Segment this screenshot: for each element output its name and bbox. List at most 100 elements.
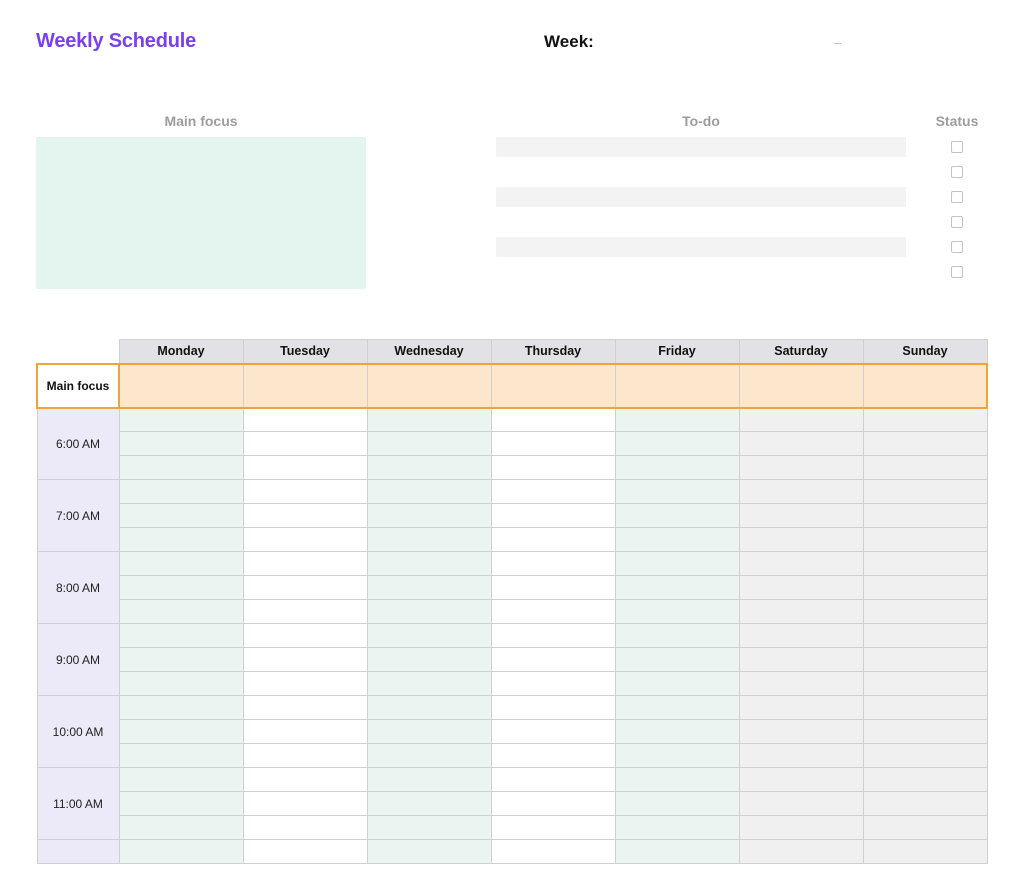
todo-row[interactable] bbox=[496, 237, 906, 257]
schedule-cell[interactable] bbox=[119, 648, 243, 672]
schedule-cell[interactable] bbox=[367, 720, 491, 744]
schedule-cell[interactable] bbox=[491, 672, 615, 696]
schedule-cell[interactable] bbox=[119, 816, 243, 840]
schedule-cell[interactable] bbox=[863, 672, 987, 696]
schedule-cell[interactable] bbox=[491, 432, 615, 456]
schedule-cell[interactable] bbox=[739, 480, 863, 504]
status-checkbox[interactable] bbox=[951, 191, 963, 203]
schedule-cell[interactable] bbox=[119, 624, 243, 648]
schedule-cell[interactable] bbox=[243, 792, 367, 816]
schedule-cell[interactable] bbox=[739, 576, 863, 600]
schedule-cell[interactable] bbox=[615, 624, 739, 648]
schedule-cell[interactable] bbox=[367, 816, 491, 840]
schedule-cell[interactable] bbox=[367, 648, 491, 672]
schedule-cell[interactable] bbox=[615, 432, 739, 456]
schedule-cell[interactable] bbox=[739, 792, 863, 816]
status-checkbox[interactable] bbox=[951, 166, 963, 178]
schedule-cell[interactable] bbox=[739, 648, 863, 672]
schedule-cell[interactable] bbox=[367, 840, 491, 864]
schedule-cell[interactable] bbox=[863, 408, 987, 432]
schedule-cell[interactable] bbox=[863, 696, 987, 720]
schedule-cell[interactable] bbox=[739, 600, 863, 624]
schedule-cell[interactable] bbox=[863, 792, 987, 816]
schedule-cell[interactable] bbox=[119, 672, 243, 696]
schedule-cell[interactable] bbox=[739, 456, 863, 480]
schedule-cell[interactable] bbox=[491, 744, 615, 768]
schedule-cell[interactable] bbox=[739, 624, 863, 648]
schedule-cell[interactable] bbox=[243, 744, 367, 768]
todo-row[interactable] bbox=[496, 162, 906, 182]
schedule-cell[interactable] bbox=[491, 456, 615, 480]
schedule-cell[interactable] bbox=[243, 576, 367, 600]
schedule-cell[interactable] bbox=[863, 600, 987, 624]
schedule-cell[interactable] bbox=[739, 432, 863, 456]
schedule-cell[interactable] bbox=[491, 696, 615, 720]
schedule-cell[interactable] bbox=[243, 504, 367, 528]
schedule-cell[interactable] bbox=[615, 648, 739, 672]
schedule-cell[interactable] bbox=[119, 480, 243, 504]
schedule-cell[interactable] bbox=[119, 576, 243, 600]
schedule-cell[interactable] bbox=[243, 408, 367, 432]
schedule-cell[interactable] bbox=[243, 432, 367, 456]
schedule-cell[interactable] bbox=[119, 408, 243, 432]
schedule-cell[interactable] bbox=[491, 528, 615, 552]
schedule-cell[interactable] bbox=[615, 528, 739, 552]
schedule-cell[interactable] bbox=[739, 408, 863, 432]
status-checkbox[interactable] bbox=[951, 266, 963, 278]
schedule-cell[interactable] bbox=[863, 528, 987, 552]
schedule-cell[interactable] bbox=[615, 768, 739, 792]
schedule-cell[interactable] bbox=[739, 696, 863, 720]
schedule-cell[interactable] bbox=[863, 504, 987, 528]
schedule-cell[interactable] bbox=[119, 840, 243, 864]
status-checkbox[interactable] bbox=[951, 141, 963, 153]
schedule-cell[interactable] bbox=[615, 696, 739, 720]
schedule-cell[interactable] bbox=[367, 480, 491, 504]
schedule-cell[interactable] bbox=[863, 720, 987, 744]
schedule-cell[interactable] bbox=[243, 480, 367, 504]
mainfocus-day-cell[interactable] bbox=[615, 364, 739, 408]
schedule-cell[interactable] bbox=[367, 528, 491, 552]
schedule-cell[interactable] bbox=[367, 744, 491, 768]
schedule-cell[interactable] bbox=[491, 504, 615, 528]
todo-row[interactable] bbox=[496, 212, 906, 232]
schedule-cell[interactable] bbox=[243, 768, 367, 792]
schedule-cell[interactable] bbox=[491, 600, 615, 624]
schedule-cell[interactable] bbox=[739, 744, 863, 768]
mainfocus-day-cell[interactable] bbox=[367, 364, 491, 408]
schedule-cell[interactable] bbox=[615, 672, 739, 696]
schedule-cell[interactable] bbox=[615, 720, 739, 744]
schedule-cell[interactable] bbox=[367, 576, 491, 600]
status-checkbox[interactable] bbox=[951, 216, 963, 228]
schedule-cell[interactable] bbox=[243, 600, 367, 624]
schedule-cell[interactable] bbox=[119, 744, 243, 768]
schedule-cell[interactable] bbox=[739, 840, 863, 864]
todo-row[interactable] bbox=[496, 187, 906, 207]
schedule-cell[interactable] bbox=[615, 792, 739, 816]
schedule-cell[interactable] bbox=[119, 696, 243, 720]
schedule-cell[interactable] bbox=[119, 768, 243, 792]
todo-row[interactable] bbox=[496, 137, 906, 157]
schedule-cell[interactable] bbox=[243, 720, 367, 744]
schedule-cell[interactable] bbox=[491, 576, 615, 600]
schedule-cell[interactable] bbox=[243, 648, 367, 672]
schedule-cell[interactable] bbox=[367, 696, 491, 720]
schedule-cell[interactable] bbox=[491, 840, 615, 864]
mainfocus-day-cell[interactable] bbox=[119, 364, 243, 408]
schedule-cell[interactable] bbox=[863, 840, 987, 864]
schedule-cell[interactable] bbox=[119, 504, 243, 528]
schedule-cell[interactable] bbox=[367, 768, 491, 792]
schedule-cell[interactable] bbox=[243, 528, 367, 552]
schedule-cell[interactable] bbox=[119, 552, 243, 576]
schedule-cell[interactable] bbox=[491, 768, 615, 792]
schedule-cell[interactable] bbox=[863, 768, 987, 792]
schedule-cell[interactable] bbox=[863, 480, 987, 504]
schedule-cell[interactable] bbox=[863, 816, 987, 840]
schedule-cell[interactable] bbox=[243, 624, 367, 648]
mainfocus-day-cell[interactable] bbox=[739, 364, 863, 408]
schedule-cell[interactable] bbox=[491, 480, 615, 504]
schedule-cell[interactable] bbox=[367, 504, 491, 528]
schedule-cell[interactable] bbox=[491, 792, 615, 816]
schedule-cell[interactable] bbox=[615, 816, 739, 840]
status-checkbox[interactable] bbox=[951, 241, 963, 253]
schedule-cell[interactable] bbox=[243, 456, 367, 480]
